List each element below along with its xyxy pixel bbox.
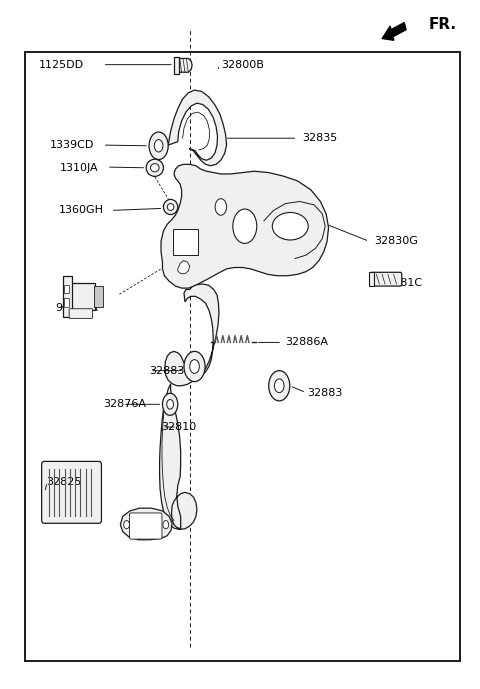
Polygon shape xyxy=(168,90,227,166)
Circle shape xyxy=(190,360,199,373)
Bar xyxy=(63,276,72,317)
Text: 1360GH: 1360GH xyxy=(59,205,104,216)
Circle shape xyxy=(184,351,205,382)
Bar xyxy=(24,52,460,661)
Text: 93810A: 93810A xyxy=(56,303,98,313)
Circle shape xyxy=(124,520,130,528)
Circle shape xyxy=(275,379,284,393)
Polygon shape xyxy=(178,260,190,274)
Text: 32800B: 32800B xyxy=(221,60,264,70)
Ellipse shape xyxy=(167,203,174,210)
FancyBboxPatch shape xyxy=(69,309,93,318)
Circle shape xyxy=(162,393,178,415)
Polygon shape xyxy=(159,384,197,529)
Text: 32883: 32883 xyxy=(149,366,184,376)
FancyBboxPatch shape xyxy=(370,272,402,286)
Circle shape xyxy=(269,371,290,401)
Ellipse shape xyxy=(151,164,159,172)
Circle shape xyxy=(215,198,227,215)
Text: 32881C: 32881C xyxy=(379,278,422,287)
Ellipse shape xyxy=(146,159,163,176)
Text: FR.: FR. xyxy=(429,17,457,32)
Text: 32825: 32825 xyxy=(46,477,82,487)
Circle shape xyxy=(233,209,257,243)
Text: 32886A: 32886A xyxy=(286,338,328,347)
Text: 32883: 32883 xyxy=(307,388,342,398)
Circle shape xyxy=(155,140,163,152)
Circle shape xyxy=(167,400,173,409)
Text: 1310JA: 1310JA xyxy=(60,163,99,173)
Bar xyxy=(174,57,179,74)
FancyBboxPatch shape xyxy=(42,462,101,523)
Text: 32810: 32810 xyxy=(161,422,196,432)
FancyArrow shape xyxy=(382,23,406,40)
Polygon shape xyxy=(178,59,192,72)
Text: 32835: 32835 xyxy=(302,133,337,143)
Circle shape xyxy=(149,132,168,160)
Ellipse shape xyxy=(272,212,308,240)
Polygon shape xyxy=(161,165,328,288)
Text: 32876A: 32876A xyxy=(104,400,146,409)
Text: 32830G: 32830G xyxy=(374,236,418,247)
FancyBboxPatch shape xyxy=(130,513,162,539)
Polygon shape xyxy=(165,284,219,386)
Bar xyxy=(64,298,69,307)
Circle shape xyxy=(163,520,168,528)
Text: 1125DD: 1125DD xyxy=(39,60,84,70)
Bar xyxy=(173,229,198,255)
Bar xyxy=(369,272,373,286)
Bar xyxy=(94,286,103,307)
Text: 1339CD: 1339CD xyxy=(49,140,94,150)
Ellipse shape xyxy=(163,199,178,214)
Bar xyxy=(70,282,95,310)
Polygon shape xyxy=(120,508,172,539)
Bar xyxy=(64,285,69,293)
